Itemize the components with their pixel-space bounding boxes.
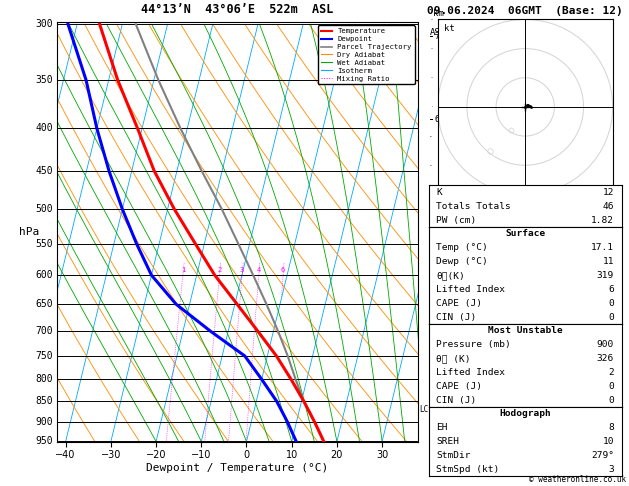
Text: 0: 0 <box>608 382 614 391</box>
Text: Lifted Index: Lifted Index <box>437 285 505 294</box>
Text: 350: 350 <box>35 75 53 85</box>
Text: 550: 550 <box>35 239 53 249</box>
Text: 450: 450 <box>35 166 53 176</box>
Text: hPa: hPa <box>19 227 40 237</box>
Text: 8: 8 <box>608 423 614 433</box>
Text: EH: EH <box>437 423 448 433</box>
Text: 1: 1 <box>435 423 440 433</box>
Text: LCL: LCL <box>419 405 433 414</box>
Text: θᴄ (K): θᴄ (K) <box>437 354 471 363</box>
Text: 850: 850 <box>35 396 53 406</box>
Text: 11: 11 <box>603 257 614 266</box>
Text: 3: 3 <box>608 465 614 474</box>
Text: 09.06.2024  06GMT  (Base: 12): 09.06.2024 06GMT (Base: 12) <box>427 5 623 16</box>
Text: CAPE (J): CAPE (J) <box>437 299 482 308</box>
Text: 2: 2 <box>608 368 614 377</box>
Text: 12: 12 <box>603 188 614 197</box>
Text: 46: 46 <box>603 202 614 211</box>
Text: 500: 500 <box>35 204 53 214</box>
Text: 6: 6 <box>608 285 614 294</box>
Text: PW (cm): PW (cm) <box>437 216 477 225</box>
Text: ASL: ASL <box>430 28 446 36</box>
Text: CIN (J): CIN (J) <box>437 396 477 405</box>
Text: 44°13’N  43°06’E  522m  ASL: 44°13’N 43°06’E 522m ASL <box>142 2 333 16</box>
Text: 600: 600 <box>35 270 53 280</box>
Text: CIN (J): CIN (J) <box>437 312 477 322</box>
Text: 0: 0 <box>608 312 614 322</box>
X-axis label: Dewpoint / Temperature (°C): Dewpoint / Temperature (°C) <box>147 463 328 473</box>
Text: 326: 326 <box>597 354 614 363</box>
Text: 6: 6 <box>435 115 440 124</box>
Text: 0: 0 <box>608 396 614 405</box>
Text: Temp (°C): Temp (°C) <box>437 243 488 252</box>
Text: 4: 4 <box>257 267 261 273</box>
Text: 400: 400 <box>35 123 53 134</box>
Text: 279°: 279° <box>591 451 614 460</box>
Text: 700: 700 <box>35 326 53 336</box>
Text: 2: 2 <box>218 267 221 273</box>
Text: 900: 900 <box>597 340 614 349</box>
Text: Mixing Ratio (g/kg): Mixing Ratio (g/kg) <box>447 181 455 283</box>
Text: 2: 2 <box>435 373 440 382</box>
Text: 3: 3 <box>435 316 440 325</box>
Text: 7: 7 <box>435 32 440 41</box>
Text: K: K <box>437 188 442 197</box>
Text: θᴄ(K): θᴄ(K) <box>437 271 465 280</box>
Text: 5: 5 <box>435 189 440 197</box>
Text: SREH: SREH <box>437 437 459 446</box>
Text: Hodograph: Hodograph <box>499 410 551 418</box>
Text: 650: 650 <box>35 299 53 309</box>
Text: 900: 900 <box>35 417 53 427</box>
Text: StmDir: StmDir <box>437 451 471 460</box>
Text: 300: 300 <box>35 19 53 29</box>
Text: 1.82: 1.82 <box>591 216 614 225</box>
Text: 1: 1 <box>181 267 185 273</box>
Text: 3: 3 <box>240 267 244 273</box>
Text: Most Unstable: Most Unstable <box>488 327 562 335</box>
Text: 4: 4 <box>435 255 440 264</box>
Text: 6: 6 <box>281 267 285 273</box>
Text: © weatheronline.co.uk: © weatheronline.co.uk <box>529 474 626 484</box>
Text: Dewp (°C): Dewp (°C) <box>437 257 488 266</box>
Text: kt: kt <box>443 24 454 33</box>
Text: Lifted Index: Lifted Index <box>437 368 505 377</box>
Text: CAPE (J): CAPE (J) <box>437 382 482 391</box>
Text: 17.1: 17.1 <box>591 243 614 252</box>
Text: 750: 750 <box>35 351 53 361</box>
Text: StmSpd (kt): StmSpd (kt) <box>437 465 499 474</box>
Text: Totals Totals: Totals Totals <box>437 202 511 211</box>
Text: Surface: Surface <box>505 229 545 239</box>
Text: 950: 950 <box>35 436 53 447</box>
Text: 800: 800 <box>35 374 53 384</box>
Text: Pressure (mb): Pressure (mb) <box>437 340 511 349</box>
Legend: Temperature, Dewpoint, Parcel Trajectory, Dry Adiabat, Wet Adiabat, Isotherm, Mi: Temperature, Dewpoint, Parcel Trajectory… <box>318 25 415 85</box>
Text: 10: 10 <box>603 437 614 446</box>
Text: 319: 319 <box>597 271 614 280</box>
Text: 0: 0 <box>608 299 614 308</box>
Text: km: km <box>433 9 443 17</box>
